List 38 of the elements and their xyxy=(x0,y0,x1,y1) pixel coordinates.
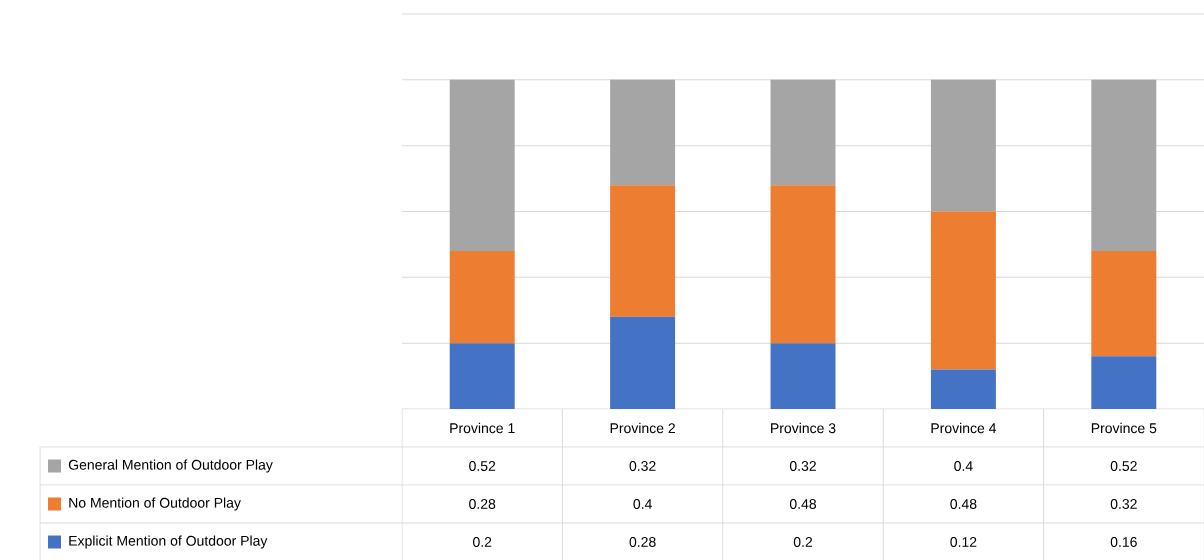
data-label: 0.32 xyxy=(789,461,816,471)
data-label: 0.4 xyxy=(954,461,973,471)
data-label: 0.52 xyxy=(469,461,496,471)
bar xyxy=(770,343,836,409)
data-label: 0.48 xyxy=(950,499,977,509)
data-label: 0.32 xyxy=(629,461,656,471)
bar xyxy=(610,316,676,409)
bar xyxy=(449,79,515,251)
bar xyxy=(930,79,996,212)
data-label: 0.4 xyxy=(633,499,652,509)
data-label: 0.16 xyxy=(1110,537,1137,547)
bar xyxy=(770,185,836,344)
bar xyxy=(930,211,996,370)
bar xyxy=(1091,356,1157,409)
x-tick-label: Province 1 xyxy=(450,422,515,434)
bar xyxy=(930,369,996,409)
legend-label: No Mention of Outdoor Play xyxy=(69,497,241,511)
data-label: 0.48 xyxy=(789,499,817,509)
legend-label: General Mention of Outdoor Play xyxy=(68,459,273,473)
data-label: 0.52 xyxy=(1110,461,1137,471)
bar xyxy=(449,343,515,409)
data-label: 0.28 xyxy=(469,499,496,509)
data-label: 0.32 xyxy=(1110,499,1137,509)
bar xyxy=(1091,251,1157,357)
x-tick-label: Province 3 xyxy=(771,422,836,434)
data-label: 0.12 xyxy=(950,537,977,547)
x-tick-label: Province 4 xyxy=(931,422,997,434)
bar xyxy=(449,251,515,344)
bar xyxy=(610,185,676,317)
legend-label: Explicit Mention of Outdoor Play xyxy=(69,535,268,549)
x-tick-label: Province 5 xyxy=(1091,422,1157,434)
x-tick-label: Province 2 xyxy=(610,422,675,434)
bar xyxy=(610,79,676,186)
bar xyxy=(770,79,836,186)
bar xyxy=(1091,79,1157,251)
data-label: 0.2 xyxy=(793,537,813,547)
data-label: 0.28 xyxy=(629,537,656,547)
data-label: 0.2 xyxy=(473,537,492,547)
